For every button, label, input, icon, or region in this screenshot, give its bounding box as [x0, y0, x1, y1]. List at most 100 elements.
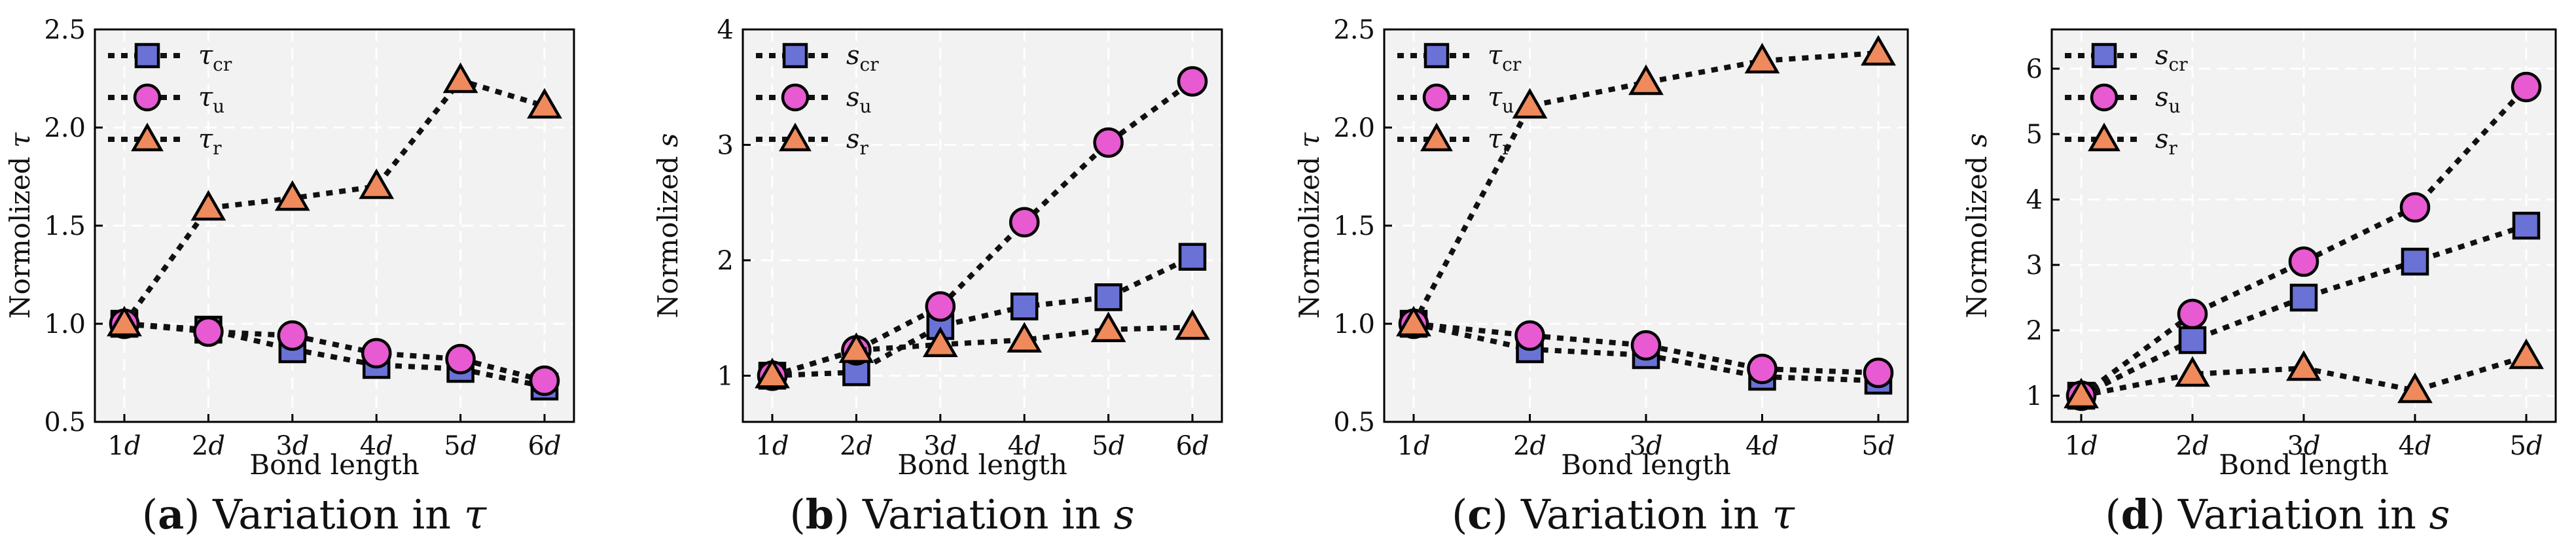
x-tick-unit: d	[1878, 431, 1895, 461]
legend-marker-u	[781, 83, 810, 112]
x-tick-unit: d	[1192, 431, 1209, 461]
marker-r	[274, 180, 310, 211]
marker-r	[107, 305, 142, 337]
x-tick-unit: d	[2415, 431, 2432, 461]
legend-label-u: τu	[1488, 82, 1514, 117]
x-tick-unit: d	[2304, 431, 2321, 461]
x-tick-label: 4d	[1745, 431, 1779, 461]
marker-r	[2064, 377, 2099, 409]
marker-u	[1177, 66, 1208, 97]
legend-marker-cr	[134, 43, 160, 69]
x-tick-number: 2	[1513, 431, 1530, 461]
legend-subscript: r	[2169, 137, 2178, 159]
marker-r	[755, 357, 790, 389]
y-tick-label: 0.5	[44, 407, 86, 438]
caption-c: (c) Variation in τ	[1452, 491, 1796, 538]
series-line-r	[771, 324, 1193, 379]
x-tick-number: 3	[2287, 431, 2303, 461]
legend-label-r: τr	[198, 124, 222, 159]
legend-marker-r	[779, 122, 812, 152]
legend-marker-cr	[1423, 43, 1450, 69]
x-tick-label: 2d	[840, 431, 873, 461]
x-axis-title: Bond length	[249, 449, 420, 481]
y-tick-label: 1.0	[44, 309, 86, 339]
y-axis-title: Normolized s	[652, 133, 684, 319]
x-tick-label: 2d	[192, 431, 225, 461]
x-tick-unit: d	[2192, 431, 2209, 461]
caption-symbol: τ	[464, 491, 488, 538]
x-tick-number: 5	[2509, 431, 2526, 461]
legend-marker-cr	[782, 43, 808, 69]
marker-u	[2399, 192, 2431, 223]
caption-paren-open: (	[1452, 491, 1467, 538]
legend-subscript: cr	[1502, 54, 1522, 75]
marker-cr	[1178, 243, 1207, 271]
x-tick-number: 5	[444, 431, 460, 461]
x-tick-label: 5d	[2509, 431, 2543, 461]
legend-subscript: u	[860, 95, 872, 117]
x-tick-number: 6	[528, 431, 544, 461]
marker-r	[359, 168, 395, 199]
x-tick-number: 4	[1008, 431, 1024, 461]
x-tick-label: 2d	[2175, 431, 2209, 461]
x-tick-unit: d	[856, 431, 873, 461]
caption-text: ) Variation in	[1492, 491, 1772, 538]
legend-label-cr: scr	[846, 41, 879, 75]
x-tick-number: 1	[107, 431, 124, 461]
legend-symbol: τ	[1488, 124, 1503, 154]
legend-label-u: τu	[198, 82, 224, 117]
legend-subscript: cr	[860, 54, 880, 75]
y-axis-title: Normolized τ	[1293, 132, 1325, 319]
series-line-cr	[1413, 321, 1879, 383]
marker-r	[1628, 64, 1664, 95]
marker-r	[1396, 305, 1431, 337]
y-tick-label: 2.0	[44, 113, 86, 143]
legend-symbol: τ	[198, 82, 213, 113]
marker-r	[190, 190, 226, 221]
legend-symbol: τ	[1488, 41, 1503, 71]
x-tick-unit: d	[1530, 431, 1547, 461]
marker-r	[527, 88, 562, 119]
legend-symbol: s	[2155, 124, 2169, 154]
caption-text: ) Variation in	[834, 491, 1114, 538]
x-tick-unit: d	[124, 431, 141, 461]
caption-text: ) Variation in	[184, 491, 464, 538]
marker-cr	[2289, 283, 2318, 312]
marker-r	[838, 332, 874, 363]
x-tick-unit: d	[1762, 431, 1779, 461]
legend-subscript: cr	[2169, 54, 2189, 75]
x-tick-number: 5	[1861, 431, 1878, 461]
legend-symbol: s	[846, 82, 860, 113]
caption-symbol: s	[1114, 491, 1135, 538]
marker-u	[361, 338, 392, 369]
y-tick-label: 1.0	[1333, 309, 1375, 339]
x-tick-label: 3d	[276, 431, 309, 461]
y-tick-label: 6	[2026, 54, 2043, 84]
legend-label-cr: scr	[2155, 41, 2188, 75]
legend-symbol: τ	[1488, 82, 1503, 113]
x-tick-label: 6d	[528, 431, 561, 461]
x-axis-title: Bond length	[2219, 449, 2389, 481]
marker-u	[925, 291, 956, 322]
marker-cr	[1010, 292, 1039, 320]
marker-r	[1512, 88, 1548, 119]
x-tick-number: 2	[840, 431, 856, 461]
x-axis-title: Bond length	[897, 449, 1067, 481]
x-tick-label: 3d	[1629, 431, 1662, 461]
y-tick-label: 5	[2026, 120, 2043, 150]
legend-symbol: s	[846, 41, 860, 71]
x-tick-number: 4	[360, 431, 376, 461]
legend-label-r: τr	[1488, 124, 1511, 159]
y-tick-label: 2	[2026, 316, 2043, 346]
caption-paren-open: (	[142, 491, 158, 538]
x-tick-number: 2	[2175, 431, 2192, 461]
legend-marker-r	[2088, 122, 2120, 152]
marker-u	[2177, 298, 2208, 330]
x-tick-number: 6	[1175, 431, 1192, 461]
x-tick-unit: d	[772, 431, 789, 461]
y-axis-title-text: Normolized	[1293, 148, 1325, 319]
y-axis-title-text: Normolized	[652, 147, 684, 318]
y-tick-label: 2.0	[1333, 113, 1375, 143]
